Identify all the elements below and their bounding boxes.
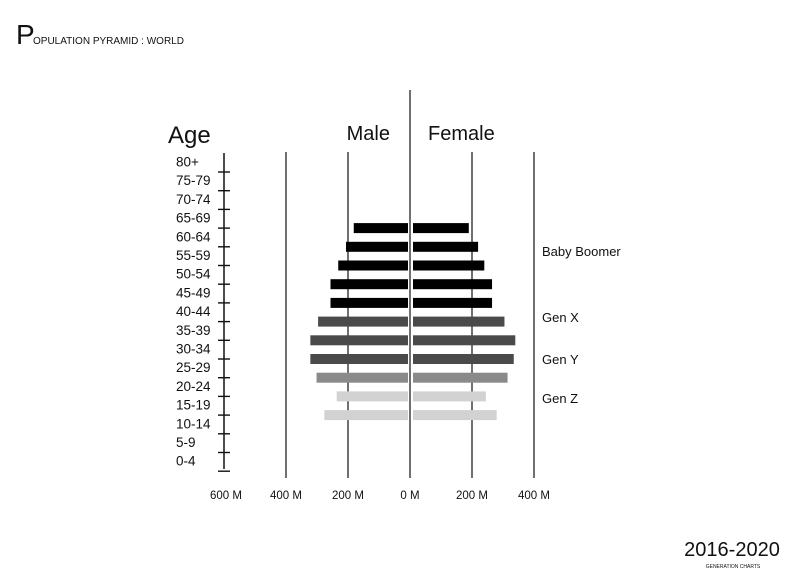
female-bar-30-34 bbox=[413, 354, 514, 364]
age-label: 50-54 bbox=[176, 267, 211, 282]
age-label: 10-14 bbox=[176, 416, 211, 431]
age-label: 5-9 bbox=[176, 435, 196, 450]
male-bar-35-39 bbox=[310, 335, 408, 346]
age-label: 75-79 bbox=[176, 173, 211, 188]
female-bar-20-24 bbox=[413, 391, 486, 402]
generation-label-0: Baby Boomer bbox=[542, 244, 621, 259]
generation-label-1: Gen X bbox=[542, 310, 579, 325]
female-bar-15-19 bbox=[413, 410, 497, 421]
male-bar-50-54 bbox=[330, 279, 408, 290]
age-label: 80+ bbox=[176, 155, 199, 170]
age-label: 35-39 bbox=[176, 323, 211, 338]
generation-label-3: Gen Z bbox=[542, 391, 578, 406]
male-bar-15-19 bbox=[324, 410, 408, 421]
male-bar-25-29 bbox=[316, 372, 408, 383]
generation-label-2: Gen Y bbox=[542, 352, 579, 367]
x-tick-label: 200 M bbox=[332, 490, 364, 502]
years-label: 2016-2020 bbox=[684, 539, 780, 561]
series-label-female: Female bbox=[428, 123, 495, 145]
grid-lines bbox=[285, 90, 535, 478]
age-label: 0-4 bbox=[176, 454, 196, 469]
age-label: 65-69 bbox=[176, 211, 211, 226]
age-label: 55-59 bbox=[176, 248, 211, 263]
age-label: 15-19 bbox=[176, 398, 211, 413]
age-axis-title: Age bbox=[168, 122, 211, 149]
series-label-male: Male bbox=[347, 123, 390, 145]
x-tick-label: 400 M bbox=[270, 490, 302, 502]
age-label: 40-44 bbox=[176, 304, 211, 319]
male-bar-65-69 bbox=[353, 223, 408, 234]
x-axis-ticks: 600 M 400 M 200 M 0 M 200 M 400 M bbox=[210, 490, 550, 502]
male-bar-55-59 bbox=[338, 260, 408, 271]
female-bar-45-49 bbox=[413, 297, 493, 308]
x-tick-label: 0 M bbox=[400, 490, 419, 502]
female-bar-60-64 bbox=[413, 241, 479, 252]
female-bar-55-59 bbox=[413, 260, 485, 271]
age-label: 30-34 bbox=[176, 342, 211, 357]
male-bar-45-49 bbox=[330, 297, 408, 308]
generation-charts-caption: GENERATION CHARTS bbox=[706, 564, 761, 570]
female-bar-50-54 bbox=[413, 279, 493, 290]
title-initial: P bbox=[16, 19, 35, 50]
age-axis: 80+ 75-79 70-74 65-69 60-64 55-59 50-54 45-49 40… bbox=[176, 153, 230, 472]
female-bar-65-69 bbox=[413, 223, 469, 234]
age-label: 20-24 bbox=[176, 379, 211, 394]
x-tick-label: 600 M bbox=[210, 490, 242, 502]
age-label: 70-74 bbox=[176, 192, 211, 207]
x-tick-label: 200 M bbox=[456, 490, 488, 502]
male-bar-40-44 bbox=[318, 316, 408, 327]
title-text: OPULATION PYRAMID : WORLD bbox=[33, 36, 184, 47]
male-bar-60-64 bbox=[346, 241, 408, 252]
x-tick-label: 400 M bbox=[518, 490, 550, 502]
generation-labels: Baby Boomer Gen X Gen Y Gen Z bbox=[542, 244, 621, 406]
bars bbox=[310, 223, 516, 421]
female-bar-25-29 bbox=[413, 372, 508, 383]
female-bar-40-44 bbox=[413, 316, 505, 327]
age-label: 45-49 bbox=[176, 285, 211, 300]
age-label: 60-64 bbox=[176, 229, 211, 244]
male-bar-30-34 bbox=[310, 354, 408, 364]
age-label: 25-29 bbox=[176, 360, 211, 375]
male-bar-20-24 bbox=[336, 391, 408, 402]
female-bar-35-39 bbox=[413, 335, 516, 346]
